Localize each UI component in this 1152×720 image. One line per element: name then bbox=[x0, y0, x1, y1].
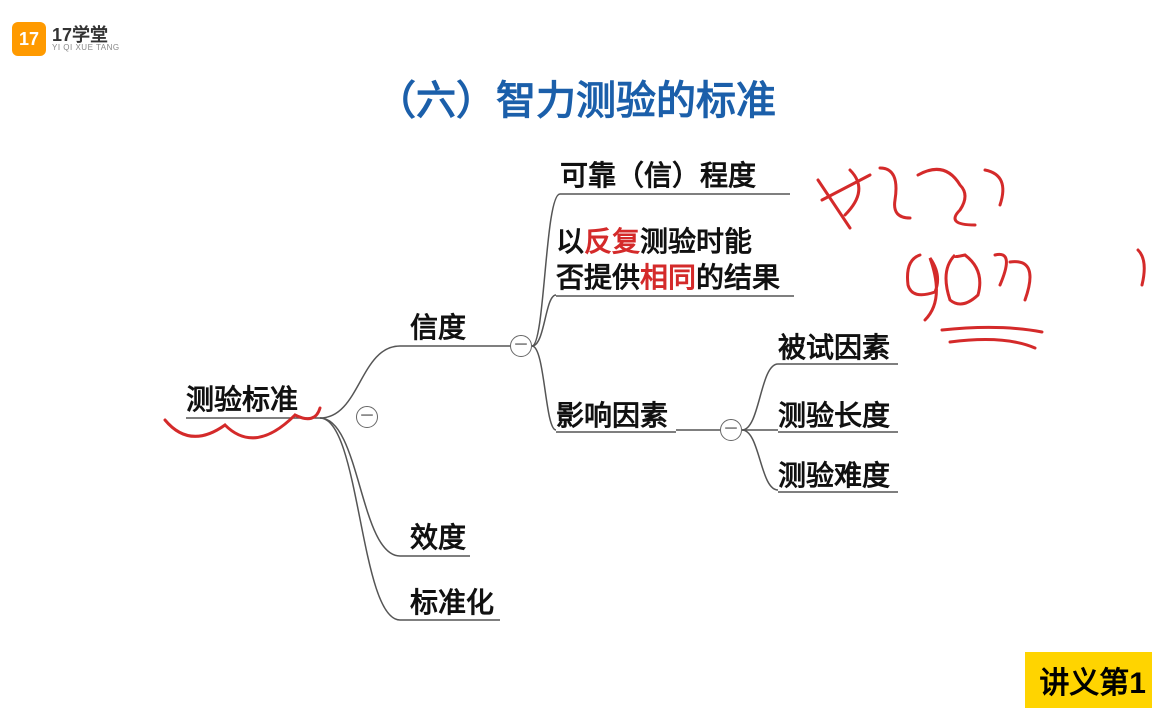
highlight-text: 相同 bbox=[640, 262, 696, 293]
logo-sub: YI QI XUE TANG bbox=[52, 44, 120, 52]
logo: 17 17学堂 YI QI XUE TANG bbox=[12, 22, 120, 56]
highlight-text: 反复 bbox=[584, 226, 640, 257]
node-reliability: 信度 bbox=[410, 310, 466, 345]
text-seg: 的结果 bbox=[696, 262, 780, 293]
footer-tag: 讲义第1 bbox=[1025, 652, 1152, 708]
node-difficulty: 测验难度 bbox=[778, 458, 890, 493]
node-validity: 效度 bbox=[410, 520, 466, 555]
node-reliable-degree: 可靠（信）程度 bbox=[560, 158, 756, 193]
text-seg: 测验时能 bbox=[640, 226, 752, 257]
node-subject: 被试因素 bbox=[778, 330, 890, 365]
collapse-icon[interactable]: － bbox=[356, 406, 378, 428]
node-repeat-test: 以反复测验时能 否提供相同的结果 bbox=[556, 224, 806, 297]
collapse-icon[interactable]: － bbox=[510, 335, 532, 357]
collapse-icon[interactable]: － bbox=[720, 419, 742, 441]
logo-icon: 17 bbox=[12, 22, 46, 56]
node-standardization: 标准化 bbox=[410, 585, 494, 620]
node-length: 测验长度 bbox=[778, 398, 890, 433]
page-title: （六）智力测验的标准 bbox=[0, 68, 1152, 126]
text-seg: 以 bbox=[556, 226, 584, 257]
text-seg: 否提供 bbox=[556, 262, 640, 293]
node-factors: 影响因素 bbox=[556, 398, 668, 433]
node-root: 测验标准 bbox=[186, 382, 298, 417]
logo-text: 17学堂 YI QI XUE TANG bbox=[52, 26, 120, 52]
logo-main: 17学堂 bbox=[52, 26, 120, 44]
